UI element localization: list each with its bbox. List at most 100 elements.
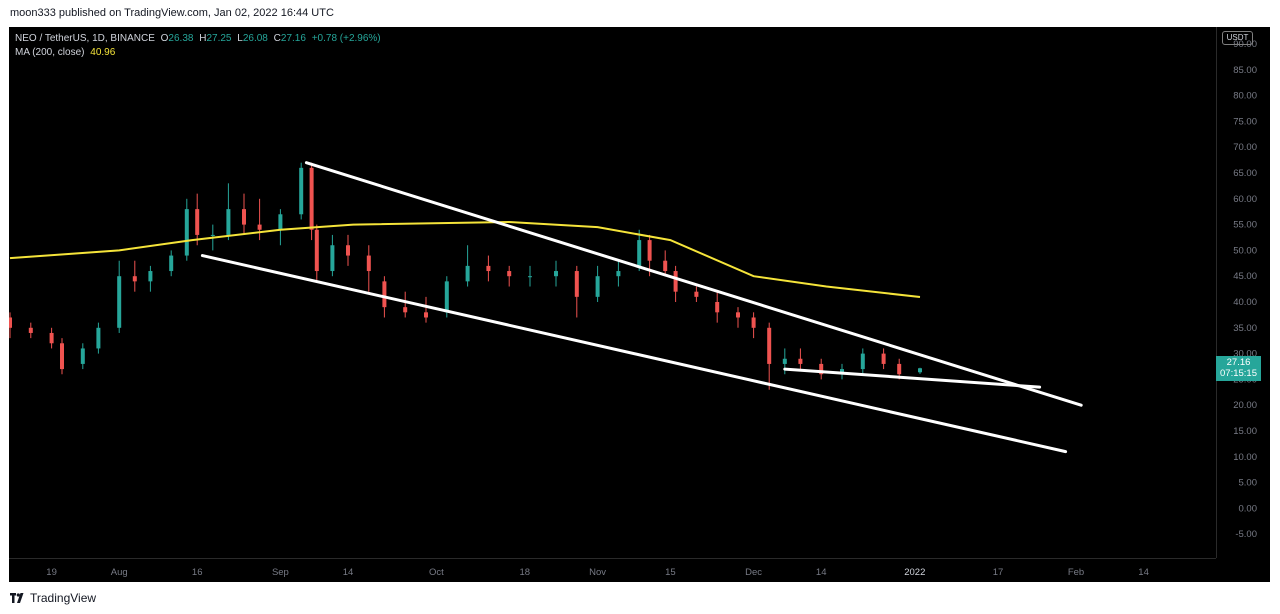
candlestick-chart[interactable] xyxy=(9,27,1216,558)
ma-line-0 xyxy=(9,221,921,299)
x-tick-label: 14 xyxy=(343,567,354,578)
last-price-value: 27.16 xyxy=(1226,357,1251,369)
x-tick-label: 2022 xyxy=(904,567,925,578)
x-tick-label: Feb xyxy=(1068,567,1084,578)
y-tick-label: 10.00 xyxy=(1233,452,1257,463)
y-tick-label: 40.00 xyxy=(1233,297,1257,308)
y-tick-label: 65.00 xyxy=(1233,168,1257,179)
price-axis-labels: 90.0085.0080.0075.0070.0065.0060.0055.00… xyxy=(1233,39,1258,540)
legend-ohlc-row: NEO / TetherUS, 1D, BINANCE O26.38 H27.2… xyxy=(15,32,384,46)
trendline-1 xyxy=(200,254,1068,454)
y-tick-label: 35.00 xyxy=(1233,323,1257,334)
candle-body-38 xyxy=(673,271,678,292)
plot-area[interactable]: NEO / TetherUS, 1D, BINANCE O26.38 H27.2… xyxy=(9,27,1216,558)
legend-close: 27.16 xyxy=(280,33,306,44)
legend-open-label: O xyxy=(160,33,169,44)
x-tick-label: 15 xyxy=(665,567,676,578)
last-price-label: 27.16 07:15:15 xyxy=(1216,356,1261,382)
candle-body-9 xyxy=(169,255,174,272)
x-tick-label: Oct xyxy=(429,567,444,578)
candle-body-3 xyxy=(60,343,64,370)
candle-body-7 xyxy=(132,276,137,282)
candle-body-50 xyxy=(897,363,902,375)
y-tick-label: 50.00 xyxy=(1233,245,1257,256)
candle-body-13 xyxy=(226,209,231,235)
candle-body-36 xyxy=(647,240,652,261)
legend-low: 26.08 xyxy=(242,33,268,44)
x-tick-label: Nov xyxy=(589,567,606,578)
candle-body-28 xyxy=(486,265,491,272)
y-tick-label: 20.00 xyxy=(1233,400,1257,411)
legend-open: 26.38 xyxy=(168,33,194,44)
footer-brand-label: TradingView xyxy=(30,591,97,605)
y-tick-label: 15.00 xyxy=(1233,426,1257,437)
candle-body-1 xyxy=(28,327,33,333)
price-axis[interactable]: 90.00 85.00 80.00 75.00 70.00 65.00 60.00 55.00… xyxy=(1216,27,1271,558)
y-tick-label: 85.00 xyxy=(1233,65,1257,76)
candle-body-19 xyxy=(314,229,319,272)
y-tick-label: -5.00 xyxy=(1235,529,1257,540)
x-tick-label: 18 xyxy=(520,567,531,578)
candle-body-32 xyxy=(574,271,579,297)
x-tick-label: 19 xyxy=(46,567,57,578)
candle-body-31 xyxy=(554,271,558,277)
x-tick-label: 17 xyxy=(993,567,1004,578)
candle-body-26 xyxy=(444,281,449,313)
y-tick-label: 0.00 xyxy=(1239,503,1258,514)
chart-legend: NEO / TetherUS, 1D, BINANCE O26.38 H27.2… xyxy=(15,32,384,60)
candle-body-23 xyxy=(382,281,387,308)
candle-body-20 xyxy=(330,245,335,272)
legend-close-label: C xyxy=(273,33,281,44)
currency-badge[interactable]: USDT xyxy=(1222,31,1253,45)
candle-body-0 xyxy=(9,317,12,328)
candle-body-14 xyxy=(242,209,246,225)
candle-body-44 xyxy=(782,358,787,364)
candle-body-49 xyxy=(881,353,886,364)
candle-body-43 xyxy=(767,327,772,364)
time-axis[interactable]: 19 Aug 16 Sep 14 Oct 18 Nov 15 Dec 14 2022 17 Feb 14 xyxy=(9,558,1216,583)
y-tick-label: 80.00 xyxy=(1233,91,1257,102)
y-tick-label: 5.00 xyxy=(1239,478,1258,489)
x-tick-label: Sep xyxy=(272,567,289,578)
legend-ma-row: MA (200, close) 40.96 xyxy=(15,46,384,60)
candle-body-34 xyxy=(616,271,621,277)
x-tick-label: 14 xyxy=(1138,567,1149,578)
x-tick-label: 14 xyxy=(816,567,827,578)
y-tick-label: 55.00 xyxy=(1233,220,1257,231)
candle-body-11 xyxy=(195,209,200,235)
candle-body-35 xyxy=(637,240,642,266)
candle-body-25 xyxy=(424,312,428,318)
legend-high-label: H xyxy=(199,33,207,44)
candle-body-46 xyxy=(819,363,824,375)
trendline-2 xyxy=(783,367,1042,389)
trendline-0 xyxy=(304,161,1083,407)
candle-body-18 xyxy=(309,167,314,230)
chart-panel[interactable]: NEO / TetherUS, 1D, BINANCE O26.38 H27.2… xyxy=(9,27,1270,582)
candle-body-33 xyxy=(595,276,600,297)
candle-body-8 xyxy=(148,271,153,282)
candle-body-40 xyxy=(715,302,720,313)
candle-body-48 xyxy=(860,353,865,370)
candle-body-21 xyxy=(346,245,350,256)
y-tick-label: 30.00 xyxy=(1233,349,1257,360)
bar-countdown: 07:15:15 xyxy=(1220,368,1257,380)
y-tick-label: 60.00 xyxy=(1233,194,1257,205)
candle-body-5 xyxy=(96,327,101,349)
candle-body-37 xyxy=(663,260,668,272)
candle-body-51 xyxy=(918,368,922,373)
candle-body-6 xyxy=(117,276,122,328)
tradingview-logo-icon xyxy=(10,593,24,603)
legend-symbol[interactable]: NEO / TetherUS, 1D, BINANCE xyxy=(15,33,155,44)
legend-ma-label[interactable]: MA (200, close) xyxy=(15,47,85,58)
candle-body-24 xyxy=(403,307,408,313)
footer-brand[interactable]: TradingView xyxy=(10,591,96,605)
candle-body-15 xyxy=(257,224,262,230)
candle-body-41 xyxy=(736,312,740,318)
x-tick-label: Dec xyxy=(745,567,762,578)
candle-body-10 xyxy=(184,209,189,256)
legend-change: +0.78 (+2.96%) xyxy=(311,33,381,44)
legend-ma-value: 40.96 xyxy=(90,47,116,58)
candle-body-30 xyxy=(528,276,532,278)
y-tick-label: 70.00 xyxy=(1233,142,1257,153)
publish-caption: moon333 published on TradingView.com, Ja… xyxy=(10,7,334,19)
